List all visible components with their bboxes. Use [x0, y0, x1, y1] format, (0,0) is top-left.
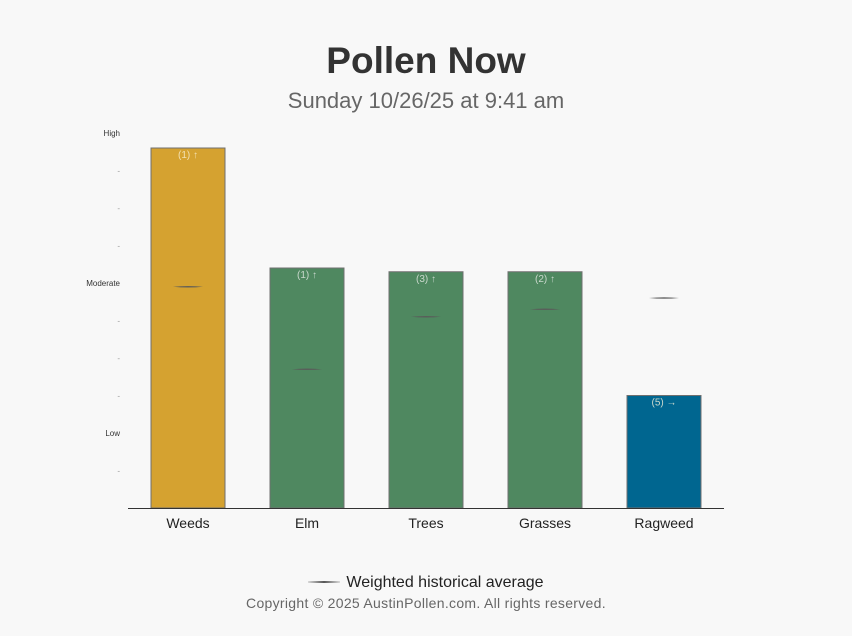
bar-trees: [388, 271, 464, 509]
average-marker-grasses: [530, 308, 560, 311]
bar-label: (1) ↑: [178, 150, 198, 161]
bar-label: (1) ↑: [297, 270, 317, 281]
bar-grasses: [507, 271, 583, 509]
copyright-text: Copyright © 2025 AustinPollen.com. All r…: [246, 595, 606, 611]
bar-label: (3) ↑: [416, 274, 436, 285]
y-tick-label: -: [117, 354, 120, 363]
average-marker-trees: [411, 315, 441, 318]
y-tick-label: High: [104, 129, 120, 138]
y-tick-label: -: [117, 167, 120, 176]
y-tick-label: Moderate: [86, 279, 120, 288]
y-tick-label: -: [117, 242, 120, 251]
bar-weeds: [150, 147, 226, 509]
chart-subtitle: Sunday 10/26/25 at 9:41 am: [287, 88, 565, 113]
bar-label: (2) ↑: [535, 274, 555, 285]
pollen-bar-chart: - Low - - - Moderate - - - High (1) ↑ Weeds (1) ↑ Elm…: [86, 129, 724, 531]
average-marker-weeds: [173, 285, 203, 288]
x-tick-label: Trees: [408, 515, 443, 531]
y-tick-label: Low: [105, 429, 120, 438]
bar-elm: [269, 267, 345, 509]
average-marker-elm: [292, 368, 322, 371]
legend-average-line-swatch: [308, 580, 341, 583]
bar-ragweed: [626, 395, 702, 509]
chart-title: Pollen Now: [326, 40, 526, 81]
x-tick-label: Ragweed: [634, 515, 693, 531]
average-marker-ragweed: [649, 297, 679, 299]
y-tick-label: -: [117, 317, 120, 326]
x-tick-label: Weeds: [166, 515, 209, 531]
y-tick-label: -: [117, 392, 120, 401]
y-tick-label: -: [117, 467, 120, 476]
bar-label: (5) →: [652, 398, 677, 409]
x-tick-label: Elm: [295, 515, 319, 531]
legend: Weighted historical average: [0, 574, 852, 592]
legend-label: Weighted historical average: [346, 574, 544, 591]
y-tick-label: -: [117, 204, 120, 213]
x-tick-label: Grasses: [519, 515, 571, 531]
